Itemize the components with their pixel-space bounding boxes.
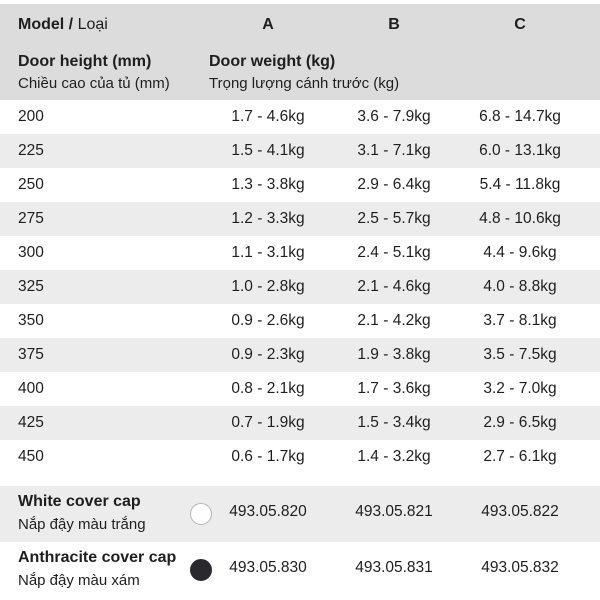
weight-c-cell: 6.0 - 13.1kg	[479, 142, 561, 159]
weight-b-cell: 2.1 - 4.2kg	[357, 312, 431, 329]
door-height-label: Door height (mm)	[18, 53, 152, 70]
weight-a-cell: 1.3 - 3.8kg	[231, 176, 305, 193]
weight-c-cell: 3.5 - 7.5kg	[483, 346, 557, 363]
door-weight-label-vi: Trọng lượng cánh trước (kg)	[209, 75, 400, 92]
door-height-label-vi: Chiều cao của tủ (mm)	[18, 75, 170, 92]
door-height-cell: 200	[18, 108, 44, 125]
weight-a-cell: 0.7 - 1.9kg	[231, 414, 305, 431]
anthracite-cap-code-a: 493.05.830	[229, 559, 307, 576]
weight-c-cell: 2.9 - 6.5kg	[483, 414, 557, 431]
table-header-row: Model / Loại A B C	[0, 4, 600, 44]
column-c-header: C	[514, 16, 526, 33]
weight-a-cell: 0.9 - 2.3kg	[231, 346, 305, 363]
table-row: 325 1.0 - 2.8kg 2.1 - 4.6kg 4.0 - 8.8kg	[0, 270, 600, 304]
anthracite-cap-code-b: 493.05.831	[355, 559, 433, 576]
weight-b-cell: 1.4 - 3.2kg	[357, 448, 431, 465]
table-row: 200 1.7 - 4.6kg 3.6 - 7.9kg 6.8 - 14.7kg	[0, 100, 600, 134]
door-height-cell: 250	[18, 176, 44, 193]
white-cap-row: White cover cap Nắp đậy màu trắng 493.05…	[0, 486, 600, 542]
door-height-cell: 300	[18, 244, 44, 261]
weight-b-cell: 2.4 - 5.1kg	[357, 244, 431, 261]
weight-b-cell: 1.5 - 3.4kg	[357, 414, 431, 431]
table-row: 275 1.2 - 3.3kg 2.5 - 5.7kg 4.8 - 10.6kg	[0, 202, 600, 236]
table-row: 400 0.8 - 2.1kg 1.7 - 3.6kg 3.2 - 7.0kg	[0, 372, 600, 406]
table-row: 375 0.9 - 2.3kg 1.9 - 3.8kg 3.5 - 7.5kg	[0, 338, 600, 372]
white-cap-code-c: 493.05.822	[481, 503, 559, 520]
weight-b-cell: 2.1 - 4.6kg	[357, 278, 431, 295]
weight-c-cell: 5.4 - 11.8kg	[479, 176, 561, 193]
door-height-cell: 450	[18, 448, 44, 465]
weight-c-cell: 4.0 - 8.8kg	[483, 278, 557, 295]
weight-a-cell: 1.7 - 4.6kg	[231, 108, 305, 125]
table-row: 225 1.5 - 4.1kg 3.1 - 7.1kg 6.0 - 13.1kg	[0, 134, 600, 168]
model-label-vi: Loại	[77, 16, 108, 33]
column-a-header: A	[262, 16, 274, 33]
door-height-cell: 375	[18, 346, 44, 363]
anthracite-cap-name-vi: Nắp đậy màu xám	[18, 572, 140, 589]
table-row: 350 0.9 - 2.6kg 2.1 - 4.2kg 3.7 - 8.1kg	[0, 304, 600, 338]
table-row: 450 0.6 - 1.7kg 1.4 - 3.2kg 2.7 - 6.1kg	[0, 440, 600, 474]
weight-c-cell: 4.4 - 9.6kg	[483, 244, 557, 261]
weight-a-cell: 0.8 - 2.1kg	[231, 380, 305, 397]
weight-c-cell: 2.7 - 6.1kg	[483, 448, 557, 465]
anthracite-cap-name: Anthracite cover cap	[18, 549, 177, 566]
weight-b-cell: 3.1 - 7.1kg	[357, 142, 431, 159]
table-row: 425 0.7 - 1.9kg 1.5 - 3.4kg 2.9 - 6.5kg	[0, 406, 600, 440]
model-label: Model /	[18, 16, 74, 33]
weight-a-cell: 1.5 - 4.1kg	[231, 142, 305, 159]
door-height-cell: 425	[18, 414, 44, 431]
weight-c-cell: 3.2 - 7.0kg	[483, 380, 557, 397]
weight-b-cell: 2.5 - 5.7kg	[357, 210, 431, 227]
door-height-cell: 350	[18, 312, 44, 329]
weight-c-cell: 4.8 - 10.6kg	[479, 210, 561, 227]
door-height-cell: 225	[18, 142, 44, 159]
weight-c-cell: 6.8 - 14.7kg	[479, 108, 561, 125]
weight-b-cell: 1.9 - 3.8kg	[357, 346, 431, 363]
door-height-cell: 325	[18, 278, 44, 295]
door-height-cell: 275	[18, 210, 44, 227]
weight-a-cell: 1.2 - 3.3kg	[231, 210, 305, 227]
door-height-cell: 400	[18, 380, 44, 397]
white-color-swatch	[190, 503, 212, 525]
white-cap-code-b: 493.05.821	[355, 503, 433, 520]
table-row: 250 1.3 - 3.8kg 2.9 - 6.4kg 5.4 - 11.8kg	[0, 168, 600, 202]
white-cap-name: White cover cap	[18, 493, 141, 510]
door-weight-label: Door weight (kg)	[209, 53, 336, 70]
weight-a-cell: 0.6 - 1.7kg	[231, 448, 305, 465]
white-cap-name-vi: Nắp đậy màu trắng	[18, 516, 146, 533]
white-cap-code-a: 493.05.820	[229, 503, 307, 520]
model-header: Model / Loại	[18, 16, 108, 34]
anthracite-cap-row: Anthracite cover cap Nắp đậy màu xám 493…	[0, 542, 600, 598]
column-b-header: B	[388, 16, 400, 33]
weight-a-cell: 1.0 - 2.8kg	[231, 278, 305, 295]
weight-a-cell: 1.1 - 3.1kg	[231, 244, 305, 261]
table-row: 300 1.1 - 3.1kg 2.4 - 5.1kg 4.4 - 9.6kg	[0, 236, 600, 270]
weight-b-cell: 3.6 - 7.9kg	[357, 108, 431, 125]
weight-b-cell: 1.7 - 3.6kg	[357, 380, 431, 397]
table-subheader-row: Door height (mm) Chiều cao của tủ (mm) D…	[0, 44, 600, 100]
anthracite-cap-code-c: 493.05.832	[481, 559, 559, 576]
weight-a-cell: 0.9 - 2.6kg	[231, 312, 305, 329]
weight-b-cell: 2.9 - 6.4kg	[357, 176, 431, 193]
anthracite-color-swatch	[190, 559, 212, 581]
weight-c-cell: 3.7 - 8.1kg	[483, 312, 557, 329]
